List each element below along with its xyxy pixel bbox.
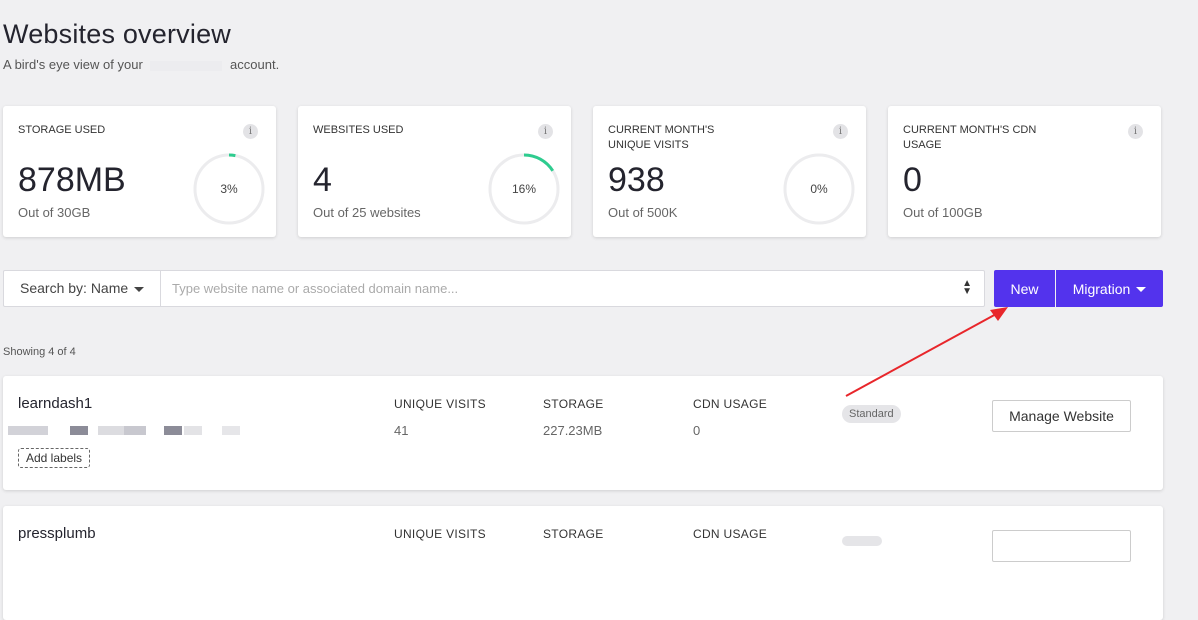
plan-badge: [842, 536, 882, 546]
stat-value: 4: [313, 161, 332, 199]
cdn-usage-header: CDN USAGE: [693, 397, 768, 411]
website-card: learndash1 Add labels UNIQUE VISITS 41 S…: [3, 376, 1163, 490]
search-input[interactable]: [162, 271, 942, 306]
gauge-fill: [488, 153, 560, 225]
gauge-percent: 3%: [220, 182, 238, 196]
info-icon[interactable]: i: [1128, 124, 1143, 139]
search-by-dropdown[interactable]: Search by: Name: [4, 271, 161, 306]
gauge-track: [783, 153, 855, 225]
cdn-usage-card: CURRENT MONTH'S CDN USAGE 0 Out of 100GB…: [888, 106, 1161, 237]
subtitle-suffix: account.: [230, 57, 280, 72]
page-subtitle: A bird's eye view of your account.: [3, 57, 279, 72]
websites-gauge: [488, 153, 560, 225]
plan-badge: Standard: [842, 405, 901, 423]
visits-gauge: [783, 153, 855, 225]
website-card: pressplumb UNIQUE VISITS STORAGE CDN USA…: [3, 506, 1163, 620]
results-count: Showing 4 of 4: [3, 346, 76, 358]
chevron-down-icon: [134, 286, 145, 292]
stat-label: CURRENT MONTH'S UNIQUE VISITS: [608, 124, 715, 151]
storage-value: 227.23MB: [543, 423, 603, 438]
redacted-domain: [8, 426, 248, 435]
website-name[interactable]: pressplumb: [18, 525, 96, 542]
unique-visits-card: CURRENT MONTH'S UNIQUE VISITS 938 Out of…: [593, 106, 866, 237]
stat-subtext: Out of 30GB: [18, 205, 91, 220]
chevron-down-icon: [1136, 287, 1147, 293]
unique-visits-header: UNIQUE VISITS: [394, 527, 486, 541]
stat-subtext: Out of 100GB: [903, 205, 983, 220]
stat-label: STORAGE USED: [18, 124, 106, 136]
cdn-usage-value: 0: [693, 423, 701, 438]
search-by-label: Search by: Name: [20, 280, 129, 296]
stat-value: 938: [608, 161, 665, 199]
storage-header: STORAGE: [543, 527, 604, 541]
search-bar: Search by: Name ▲▼: [3, 270, 985, 307]
stat-subtext: Out of 25 websites: [313, 205, 421, 220]
unique-visits-value: 41: [394, 423, 409, 438]
manage-website-button[interactable]: Manage Website: [992, 400, 1131, 432]
stat-value: 0: [903, 161, 922, 199]
website-name[interactable]: learndash1: [18, 395, 93, 412]
stat-subtext: Out of 500K: [608, 205, 678, 220]
stat-label: CURRENT MONTH'S CDN USAGE: [903, 124, 1037, 151]
redacted-account-name: [150, 60, 223, 71]
info-icon[interactable]: i: [538, 124, 553, 139]
stat-value: 878MB: [18, 161, 126, 199]
subtitle-prefix: A bird's eye view of your: [3, 57, 143, 72]
info-icon[interactable]: i: [243, 124, 258, 139]
sort-arrows-icon[interactable]: ▲ ▼: [962, 278, 972, 297]
gauge-percent: 0%: [810, 182, 828, 196]
new-website-button[interactable]: New: [994, 270, 1055, 307]
migration-dropdown-button[interactable]: Migration: [1056, 270, 1163, 307]
gauge-fill: [193, 153, 265, 225]
cdn-usage-header: CDN USAGE: [693, 527, 768, 541]
add-labels-button[interactable]: Add labels: [18, 448, 91, 468]
gauge-percent: 16%: [511, 182, 537, 196]
websites-used-card: WEBSITES USED 4 Out of 25 websites i 16%: [298, 106, 571, 237]
page-title: Websites overview: [3, 19, 231, 49]
storage-used-card: STORAGE USED 878MB Out of 30GB i 3%: [3, 106, 276, 237]
unique-visits-header: UNIQUE VISITS: [394, 397, 486, 411]
storage-header: STORAGE: [543, 397, 604, 411]
storage-gauge: [193, 153, 265, 225]
manage-website-button[interactable]: [992, 530, 1131, 562]
stat-label: WEBSITES USED: [313, 124, 404, 136]
migration-label: Migration: [1072, 280, 1131, 297]
info-icon[interactable]: i: [833, 124, 848, 139]
